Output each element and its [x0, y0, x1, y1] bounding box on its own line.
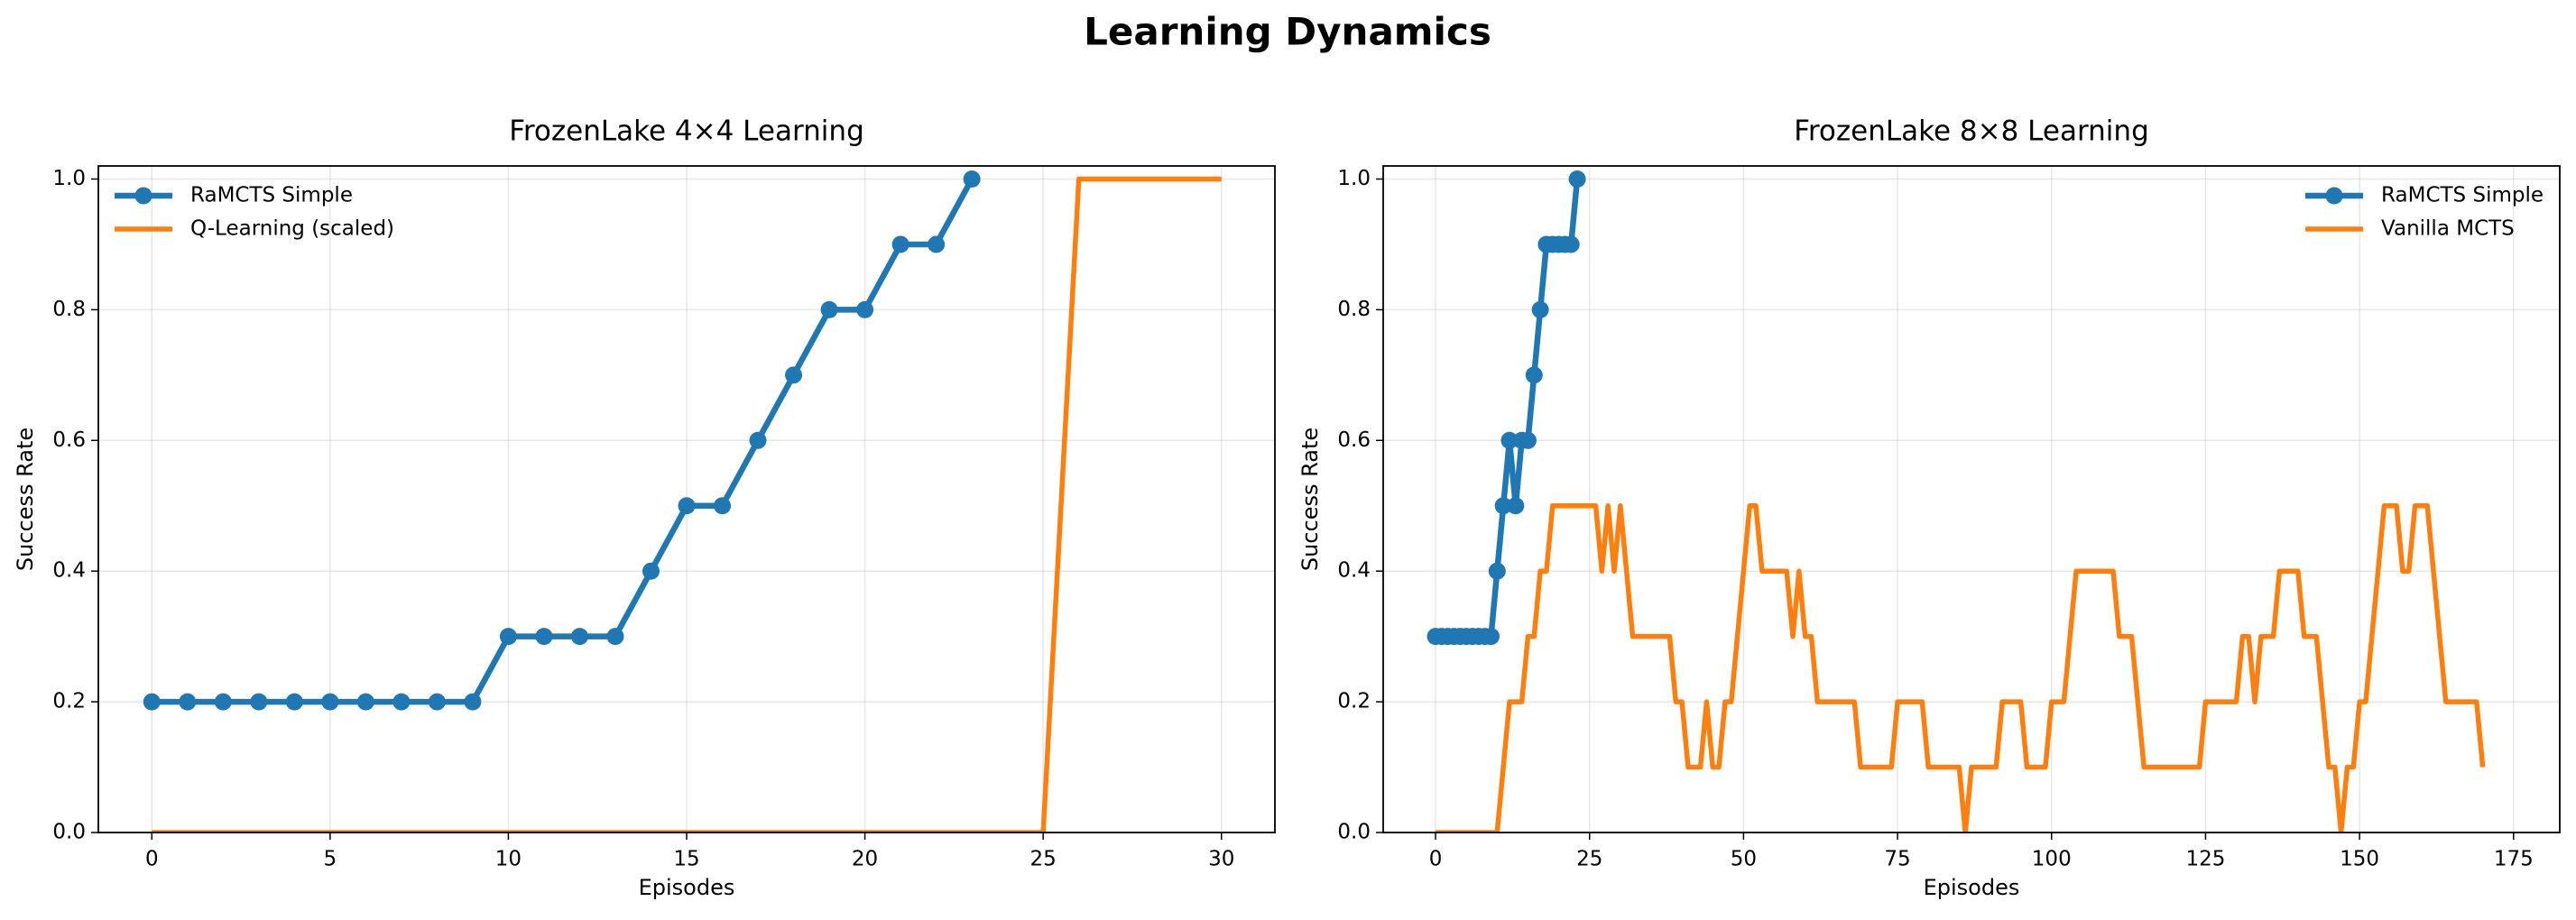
subplot: 0 25 50 75 100 125 150 175 0.0 0.2 0.4 0.6 0.8 1.0 Fro… — [1297, 115, 2561, 900]
x-axis-label: Episodes — [639, 875, 735, 900]
data-point — [535, 628, 553, 646]
subplot: 0 5 10 15 20 25 30 0.0 0.2 0.4 0.6 0.8 1.0 FrozenLake… — [13, 115, 1276, 900]
data-point — [891, 235, 909, 253]
legend-label: Q-Learning (scaled) — [190, 217, 394, 241]
x-tick-label: 0 — [1429, 848, 1443, 871]
y-tick-label: 0.8 — [1337, 298, 1371, 321]
data-point — [499, 628, 517, 646]
legend-label: Vanilla MCTS — [2381, 217, 2515, 241]
data-point — [1531, 300, 1549, 318]
data-point — [321, 693, 339, 711]
data-point — [1519, 431, 1537, 449]
data-point — [714, 497, 732, 515]
x-tick-label: 10 — [495, 848, 522, 871]
y-tick-label: 0.6 — [52, 428, 86, 452]
y-tick-label: 0.0 — [52, 821, 86, 844]
data-point — [1507, 497, 1525, 515]
y-tick-label: 0.4 — [1337, 559, 1371, 583]
x-tick-label: 25 — [1030, 848, 1057, 871]
data-point — [820, 300, 838, 318]
data-point — [464, 693, 482, 711]
data-point — [1568, 170, 1586, 188]
data-point — [179, 693, 197, 711]
subplot-title: FrozenLake 4×4 Learning — [509, 115, 864, 148]
x-tick-label: 125 — [2185, 848, 2225, 871]
data-point — [678, 497, 696, 515]
y-tick-label: 0.0 — [1337, 821, 1371, 844]
data-point — [570, 628, 588, 646]
data-point — [606, 628, 624, 646]
axes-frame — [97, 165, 1276, 833]
subplot-title: FrozenLake 8×8 Learning — [1794, 115, 2149, 148]
data-point — [749, 431, 767, 449]
y-tick-label: 0.4 — [52, 559, 86, 583]
legend: RaMCTS Simple Q-Learning (scaled) — [115, 184, 394, 241]
data-point — [356, 693, 374, 711]
data-point — [392, 693, 411, 711]
data-point — [1488, 562, 1506, 580]
x-tick-label: 50 — [1731, 848, 1757, 871]
x-tick-label: 0 — [145, 848, 159, 871]
y-axis-label: Success Rate — [1297, 428, 1323, 571]
x-tick-label: 5 — [324, 848, 337, 871]
x-tick-label: 20 — [852, 848, 878, 871]
y-tick-label: 0.2 — [52, 690, 86, 713]
y-axis-label: Success Rate — [13, 428, 38, 571]
y-tick-label: 0.8 — [52, 298, 86, 321]
data-point — [214, 693, 232, 711]
series-line — [1436, 503, 2486, 833]
data-point — [1500, 431, 1519, 449]
legend-marker — [2325, 187, 2343, 205]
x-tick-label: 25 — [1576, 848, 1602, 871]
data-point — [1482, 628, 1500, 646]
data-point — [642, 562, 660, 580]
legend: RaMCTS Simple Vanilla MCTS — [2305, 184, 2544, 241]
x-tick-label: 175 — [2494, 848, 2534, 871]
data-point — [1494, 497, 1512, 515]
data-point — [285, 693, 303, 711]
y-tick-label: 1.0 — [52, 167, 86, 190]
data-point — [856, 300, 874, 318]
x-tick-label: 150 — [2340, 848, 2379, 871]
data-point — [1562, 235, 1580, 253]
data-point — [928, 235, 946, 253]
x-tick-label: 15 — [673, 848, 699, 871]
data-point — [250, 693, 268, 711]
figure-title: Learning Dynamics — [1084, 10, 1491, 54]
data-point — [143, 693, 161, 711]
data-point — [963, 170, 981, 188]
legend-label: RaMCTS Simple — [2381, 184, 2544, 207]
x-axis-label: Episodes — [1924, 875, 2020, 900]
legend-marker — [134, 187, 152, 205]
data-point — [1525, 366, 1543, 384]
legend-label: RaMCTS Simple — [190, 184, 353, 207]
data-point — [428, 693, 446, 711]
x-tick-label: 75 — [1884, 848, 1910, 871]
x-tick-label: 30 — [1208, 848, 1234, 871]
axes-frame — [1382, 165, 2561, 833]
data-point — [785, 366, 803, 384]
x-tick-label: 100 — [2032, 848, 2072, 871]
y-tick-label: 0.6 — [1337, 428, 1371, 452]
y-tick-label: 0.2 — [1337, 690, 1371, 713]
y-tick-label: 1.0 — [1337, 167, 1371, 190]
